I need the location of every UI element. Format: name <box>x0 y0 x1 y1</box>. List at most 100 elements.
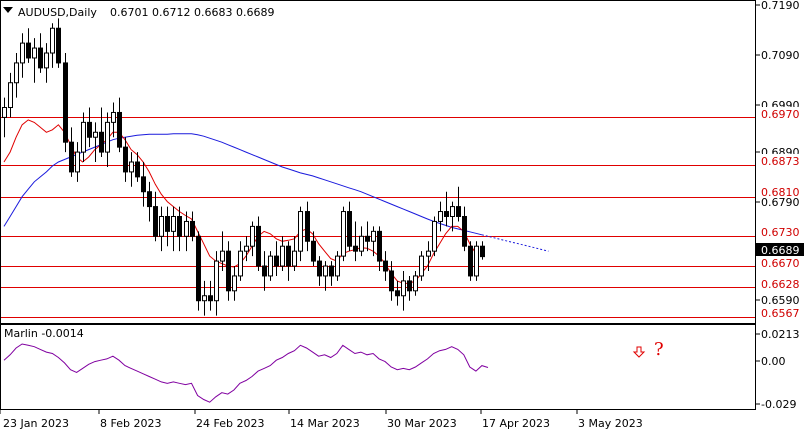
bull-candle <box>238 250 243 277</box>
indicator-tick: 0.00 <box>761 355 786 368</box>
bear-candle <box>462 215 467 247</box>
bull-candle <box>280 245 285 267</box>
bull-candle <box>292 250 297 267</box>
level-lines <box>1 117 755 318</box>
bear-candle <box>395 290 400 297</box>
bull-candle <box>371 230 376 242</box>
current-price-label: 0.6689 <box>761 244 800 257</box>
price-tick: 0.7190 <box>761 0 800 12</box>
bull-candle <box>184 220 189 237</box>
indicator-axis: 0.0213 0.00 -0.029 <box>755 328 800 411</box>
bear-candle <box>286 245 291 267</box>
bear-candle <box>329 265 334 277</box>
bull-candle <box>75 151 80 173</box>
bull-candle <box>474 245 479 277</box>
bear-candle <box>99 131 104 153</box>
level-label: 0.6873 <box>761 155 800 168</box>
price-tick: 0.7090 <box>761 49 800 62</box>
bear-candle <box>190 220 195 237</box>
price-panel-frame <box>0 0 756 324</box>
bull-candle <box>232 275 237 292</box>
date-label: 3 May 2023 <box>578 417 643 430</box>
date-label: 8 Feb 2023 <box>100 417 161 430</box>
bull-candle <box>2 107 7 118</box>
bear-candle <box>305 211 310 242</box>
bull-candle <box>401 280 406 297</box>
oscillator-line <box>3 343 489 403</box>
level-label: 0.6628 <box>761 278 800 291</box>
bull-candle <box>268 255 273 277</box>
bull-candle <box>419 255 424 277</box>
date-label: 24 Feb 2023 <box>196 417 264 430</box>
price-tick: 0.6590 <box>761 294 800 307</box>
bear-candle <box>153 206 158 237</box>
marlin-line <box>3 343 489 403</box>
bear-candle <box>480 245 485 258</box>
question-annotation: ? <box>654 339 664 360</box>
bull-candle <box>105 121 110 153</box>
down-arrow-icon <box>632 346 646 358</box>
bear-candle <box>63 62 68 143</box>
bear-candle <box>117 111 122 148</box>
bull-candle <box>432 220 437 252</box>
bear-candle <box>311 240 316 262</box>
bear-candle <box>165 215 170 232</box>
date-label: 17 Apr 2023 <box>482 417 550 430</box>
level-label: 0.6810 <box>761 186 800 199</box>
bear-candle <box>262 265 267 277</box>
bull-candle <box>14 62 19 84</box>
bull-candle <box>359 235 364 252</box>
indicator-tick: -0.029 <box>761 398 796 411</box>
bull-candle <box>214 260 219 302</box>
bull-candle <box>93 131 98 138</box>
bull-candle <box>341 211 346 257</box>
bull-candle <box>335 255 340 277</box>
bull-candle <box>81 121 86 153</box>
bull-candle <box>171 215 176 232</box>
bear-candle <box>347 211 352 247</box>
bull-candle <box>220 250 225 262</box>
level-label: 0.6970 <box>761 108 800 121</box>
ohlc-values: 0.6701 0.6712 0.6683 0.6689 <box>110 6 274 19</box>
level-label: 0.6730 <box>761 226 800 239</box>
bull-candle <box>111 111 116 123</box>
bear-candle <box>256 225 261 267</box>
bull-candle <box>323 265 328 277</box>
bear-candle <box>353 245 358 252</box>
bear-candle <box>38 47 43 69</box>
bear-candle <box>147 191 152 208</box>
bull-candle <box>450 206 455 217</box>
bear-candle <box>383 260 388 272</box>
bear-candle <box>456 206 461 217</box>
bull-candle <box>298 211 303 252</box>
bear-candle <box>56 27 61 64</box>
bull-candle <box>413 275 418 292</box>
level-labels: 0.6970 0.6873 0.6810 0.6730 0.6689 0.667… <box>756 107 804 320</box>
bear-candle <box>87 121 92 138</box>
indicator-title: Marlin -0.0014 <box>4 327 84 340</box>
candles <box>2 18 485 316</box>
bear-candle <box>365 235 370 242</box>
indicator-panel-frame <box>0 324 756 410</box>
bear-candle <box>317 260 322 277</box>
bear-candle <box>135 161 140 178</box>
bull-candle <box>20 42 25 64</box>
date-label: 23 Jan 2023 <box>3 417 69 430</box>
bull-candle <box>159 215 164 237</box>
bull-candle <box>8 82 13 109</box>
bear-candle <box>226 250 231 292</box>
bear-candle <box>274 255 279 267</box>
bear-candle <box>123 146 128 173</box>
bull-candle <box>44 52 49 69</box>
bull-candle <box>129 161 134 173</box>
bull-candle <box>244 245 249 252</box>
bear-candle <box>208 295 213 302</box>
bear-candle <box>141 176 146 193</box>
collapse-triangle-icon[interactable] <box>3 7 13 13</box>
slow-ma-projection <box>481 234 549 252</box>
bull-candle <box>438 211 443 222</box>
bear-candle <box>26 42 31 59</box>
bull-candle <box>50 27 55 54</box>
bear-candle <box>69 141 74 173</box>
